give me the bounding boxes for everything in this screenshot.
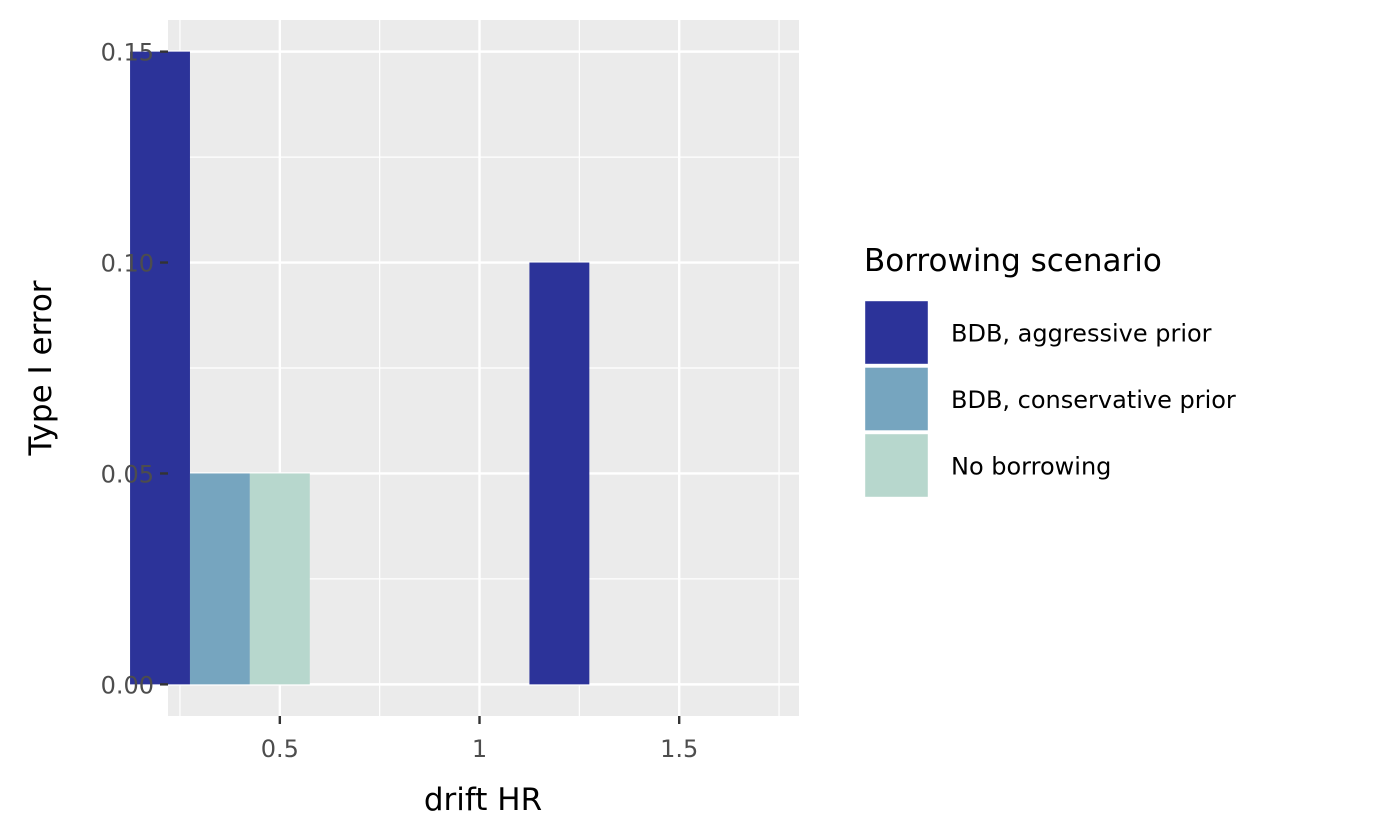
- bar: [249, 473, 310, 685]
- bar: [189, 473, 250, 685]
- x-tick-label: 0.5: [261, 735, 299, 763]
- y-axis-title: Type I error: [23, 280, 59, 456]
- y-axis: 0.00 0.05 0.10 0.15: [101, 39, 168, 699]
- y-tick-label: 0.10: [101, 250, 154, 278]
- bar: [529, 262, 590, 685]
- bar: [130, 51, 190, 685]
- x-axis-title: drift HR: [424, 782, 542, 818]
- x-tick-label: 1.5: [660, 735, 698, 763]
- legend-key: [862, 365, 931, 433]
- legend-label: No borrowing: [951, 453, 1111, 481]
- legend-key: [862, 298, 931, 367]
- y-tick-label: 0.00: [101, 671, 154, 699]
- y-tick-label: 0.15: [101, 39, 154, 67]
- legend-label: BDB, conservative prior: [951, 386, 1236, 414]
- legend-label: BDB, aggressive prior: [951, 320, 1212, 348]
- legend: Borrowing scenario BDB, aggressive prior…: [862, 243, 1236, 500]
- x-tick-label: 1: [472, 735, 487, 763]
- x-axis: 0.5 1 1.5: [261, 716, 698, 763]
- legend-key: [862, 431, 931, 500]
- y-tick-label: 0.05: [101, 460, 154, 488]
- legend-title: Borrowing scenario: [864, 243, 1162, 279]
- bars: [130, 51, 590, 685]
